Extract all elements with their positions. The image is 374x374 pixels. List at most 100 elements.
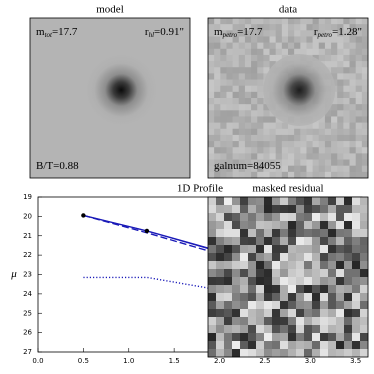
image-pixel bbox=[337, 171, 344, 179]
image-pixel bbox=[263, 24, 270, 31]
image-pixel bbox=[226, 153, 233, 160]
image-pixel bbox=[269, 122, 276, 130]
residual-pixel bbox=[288, 253, 297, 262]
image-pixel bbox=[337, 18, 344, 25]
image-pixel bbox=[263, 128, 270, 136]
residual-pixel bbox=[312, 229, 321, 238]
image-pixel bbox=[275, 128, 283, 136]
residual-pixel bbox=[336, 285, 345, 294]
image-pixel bbox=[355, 104, 363, 111]
image-pixel bbox=[244, 79, 252, 86]
image-pixel bbox=[257, 73, 264, 80]
image-pixel bbox=[257, 54, 264, 62]
y-tick-label: 27 bbox=[23, 348, 32, 356]
residual-pixel bbox=[336, 277, 345, 286]
image-pixel bbox=[343, 91, 350, 99]
residual-pixel bbox=[360, 213, 369, 222]
image-pixel bbox=[318, 128, 326, 136]
residual-pixel bbox=[288, 301, 297, 310]
residual-pixel bbox=[280, 285, 289, 294]
image-pixel bbox=[263, 48, 270, 56]
image-pixel bbox=[324, 42, 332, 50]
image-pixel bbox=[214, 165, 221, 173]
residual-pixel bbox=[272, 237, 281, 246]
image-pixel bbox=[294, 36, 301, 43]
annotation: mtot=17.7 bbox=[36, 26, 78, 39]
residual-pixel bbox=[256, 237, 265, 246]
image-pixel bbox=[214, 147, 221, 154]
image-pixel bbox=[275, 42, 283, 50]
image-pixel bbox=[312, 165, 320, 173]
residual-pixel bbox=[224, 269, 233, 278]
image-pixel bbox=[251, 67, 258, 74]
residual-pixel bbox=[304, 261, 313, 270]
image-pixel bbox=[257, 110, 264, 117]
residual-pixel bbox=[232, 341, 241, 350]
residual-pixel bbox=[216, 229, 225, 238]
residual-pixel bbox=[208, 261, 217, 270]
residual-pixel bbox=[264, 309, 273, 318]
residual-pixel bbox=[248, 277, 257, 286]
residual-pixel bbox=[248, 325, 257, 334]
image-pixel bbox=[226, 159, 233, 166]
image-pixel bbox=[244, 110, 252, 117]
annotation-text: =17.7 bbox=[52, 26, 78, 38]
residual-pixel bbox=[336, 261, 345, 270]
image-pixel bbox=[300, 36, 307, 43]
image-pixel bbox=[214, 36, 221, 43]
residual-pixel bbox=[344, 269, 353, 278]
image-pixel bbox=[269, 24, 276, 31]
image-pixel bbox=[226, 116, 233, 123]
residual-pixel bbox=[288, 261, 297, 270]
residual-pixel bbox=[232, 221, 241, 230]
image-pixel bbox=[361, 159, 369, 166]
image-pixel bbox=[208, 61, 215, 68]
image-pixel bbox=[294, 128, 301, 136]
image-pixel bbox=[361, 73, 369, 80]
panel-title: masked residual bbox=[252, 183, 323, 195]
image-pixel bbox=[349, 79, 356, 86]
image-pixel bbox=[349, 165, 356, 173]
residual-pixel bbox=[360, 229, 369, 238]
residual-pixel bbox=[336, 197, 345, 206]
image-pixel bbox=[244, 153, 252, 160]
image-pixel bbox=[294, 171, 301, 179]
image-pixel bbox=[337, 67, 344, 74]
image-pixel bbox=[337, 61, 344, 68]
image-pixel bbox=[318, 42, 326, 50]
residual-pixel bbox=[240, 245, 249, 254]
residual-pixel bbox=[216, 213, 225, 222]
residual-pixel bbox=[344, 213, 353, 222]
residual-pixel bbox=[288, 333, 297, 342]
image-pixel bbox=[343, 110, 350, 117]
residual-pixel bbox=[248, 301, 257, 310]
residual-pixel bbox=[240, 349, 249, 358]
residual-pixel bbox=[224, 277, 233, 286]
residual-pixel bbox=[248, 245, 257, 254]
residual-pixel bbox=[240, 205, 249, 214]
residual-pixel bbox=[256, 221, 265, 230]
residual-pixel bbox=[312, 341, 321, 350]
image-pixel bbox=[251, 79, 258, 86]
image-pixel bbox=[343, 147, 350, 154]
residual-pixel bbox=[360, 317, 369, 326]
image-pixel bbox=[361, 36, 369, 43]
residual-pixel bbox=[360, 285, 369, 294]
residual-pixel bbox=[216, 261, 225, 270]
residual-pixel bbox=[256, 333, 265, 342]
residual-pixel bbox=[304, 285, 313, 294]
profile-line bbox=[83, 276, 356, 336]
image-pixel bbox=[244, 116, 252, 123]
residual-pixel bbox=[208, 309, 217, 318]
residual-pixel bbox=[352, 229, 361, 238]
residual-pixel bbox=[360, 277, 369, 286]
image-pixel bbox=[343, 104, 350, 111]
image-pixel bbox=[294, 18, 301, 25]
residual-pixel bbox=[240, 261, 249, 270]
residual-pixel bbox=[352, 261, 361, 270]
annotation-text: m bbox=[36, 26, 45, 38]
residual-pixel bbox=[320, 317, 329, 326]
image-pixel bbox=[361, 24, 369, 31]
image-pixel bbox=[226, 48, 233, 56]
image-pixel bbox=[251, 110, 258, 117]
